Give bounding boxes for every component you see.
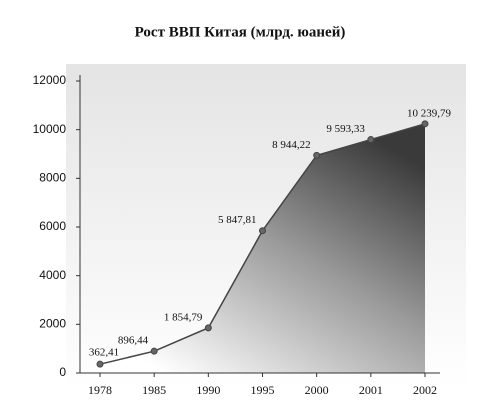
value-label: 362,41 xyxy=(89,347,119,359)
value-label: 10 239,79 xyxy=(407,107,452,119)
x-tick-label: 2002 xyxy=(413,383,437,397)
y-tick-label: 12000 xyxy=(33,73,67,87)
y-tick-label: 2000 xyxy=(39,317,66,331)
chart-title: Рост ВВП Китая (млрд. юаней) xyxy=(135,24,346,40)
point xyxy=(96,360,104,368)
value-label: 8 944,22 xyxy=(272,139,311,151)
x-tick-label: 2000 xyxy=(305,383,329,397)
point xyxy=(313,151,321,159)
value-label: 5 847,81 xyxy=(218,214,257,226)
y-tick-label: 0 xyxy=(59,365,66,379)
point xyxy=(367,136,375,144)
point xyxy=(421,120,429,128)
x-tick-label: 1985 xyxy=(142,383,166,397)
value-label: 1 854,79 xyxy=(164,311,203,323)
x-tick-label: 2001 xyxy=(359,383,383,397)
area-fill xyxy=(100,123,425,373)
point xyxy=(204,324,212,332)
point xyxy=(259,227,266,235)
y-tick-label: 10000 xyxy=(33,122,67,136)
point xyxy=(150,347,158,355)
y-tick-label: 6000 xyxy=(39,219,66,233)
x-tick-label: 1990 xyxy=(196,383,220,397)
value-label: 9 593,33 xyxy=(326,123,365,135)
x-tick-label: 1978 xyxy=(88,383,112,397)
value-label: 896,44 xyxy=(118,335,149,347)
y-tick-label: 8000 xyxy=(39,171,66,185)
y-tick-label: 4000 xyxy=(39,268,66,282)
x-tick-label: 1995 xyxy=(251,383,275,397)
